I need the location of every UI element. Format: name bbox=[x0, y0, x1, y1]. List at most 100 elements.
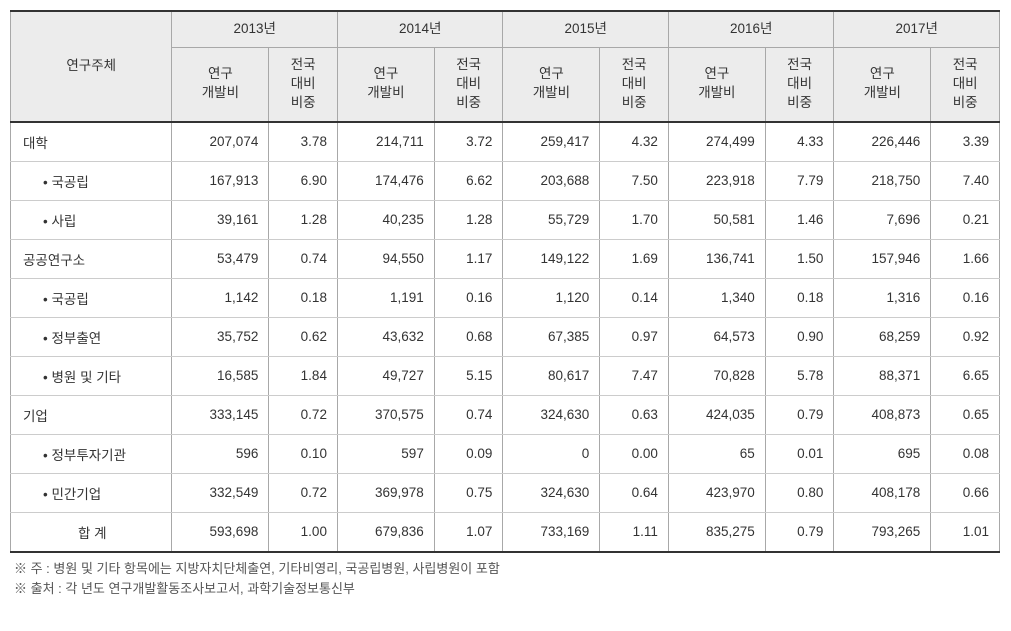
table-row: 합 계593,6981.00679,8361.07733,1691.11835,… bbox=[11, 512, 1000, 552]
cell-rd-value: 174,476 bbox=[337, 161, 434, 200]
table-row: • 국공립167,9136.90174,4766.62203,6887.5022… bbox=[11, 161, 1000, 200]
header-year-2014: 2014년 bbox=[337, 11, 502, 47]
cell-ratio-value: 0.00 bbox=[600, 434, 669, 473]
cell-rd-value: 408,178 bbox=[834, 473, 931, 512]
cell-ratio-value: 0.74 bbox=[434, 395, 503, 434]
cell-rd-value: 67,385 bbox=[503, 317, 600, 356]
footnotes-block: ※ 주 : 병원 및 기타 항목에는 지방자치단체출연, 기타비영리, 국공립병… bbox=[10, 559, 1000, 601]
cell-rd-value: 65 bbox=[668, 434, 765, 473]
cell-ratio-value: 1.70 bbox=[600, 200, 669, 239]
cell-rd-value: 35,752 bbox=[172, 317, 269, 356]
cell-rd-value: 68,259 bbox=[834, 317, 931, 356]
header-sub-ratio: 전국대비비중 bbox=[269, 47, 338, 121]
header-sub-ratio: 전국대비비중 bbox=[600, 47, 669, 121]
cell-rd-value: 43,632 bbox=[337, 317, 434, 356]
table-row: • 정부투자기관5960.105970.0900.00650.016950.08 bbox=[11, 434, 1000, 473]
rd-expenditure-table-container: 연구주체 2013년 2014년 2015년 2016년 2017년 연구개발비… bbox=[10, 10, 1000, 600]
header-sub-rd: 연구개발비 bbox=[337, 47, 434, 121]
row-label: • 병원 및 기타 bbox=[11, 356, 172, 395]
row-label: • 정부투자기관 bbox=[11, 434, 172, 473]
cell-rd-value: 793,265 bbox=[834, 512, 931, 552]
cell-ratio-value: 3.72 bbox=[434, 122, 503, 162]
cell-rd-value: 733,169 bbox=[503, 512, 600, 552]
cell-ratio-value: 6.90 bbox=[269, 161, 338, 200]
cell-ratio-value: 3.78 bbox=[269, 122, 338, 162]
row-label: 합 계 bbox=[11, 512, 172, 552]
header-sub-ratio: 전국대비비중 bbox=[434, 47, 503, 121]
cell-rd-value: 223,918 bbox=[668, 161, 765, 200]
cell-ratio-value: 0.65 bbox=[931, 395, 1000, 434]
table-row: • 국공립1,1420.181,1910.161,1200.141,3400.1… bbox=[11, 278, 1000, 317]
cell-rd-value: 1,316 bbox=[834, 278, 931, 317]
table-row: 대학207,0743.78214,7113.72259,4174.32274,4… bbox=[11, 122, 1000, 162]
cell-rd-value: 7,696 bbox=[834, 200, 931, 239]
header-sub-rd: 연구개발비 bbox=[172, 47, 269, 121]
cell-ratio-value: 1.01 bbox=[931, 512, 1000, 552]
row-label: 대학 bbox=[11, 122, 172, 162]
cell-ratio-value: 0.72 bbox=[269, 395, 338, 434]
cell-ratio-value: 6.62 bbox=[434, 161, 503, 200]
cell-ratio-value: 7.40 bbox=[931, 161, 1000, 200]
cell-rd-value: 55,729 bbox=[503, 200, 600, 239]
cell-ratio-value: 4.32 bbox=[600, 122, 669, 162]
cell-ratio-value: 0.08 bbox=[931, 434, 1000, 473]
cell-rd-value: 593,698 bbox=[172, 512, 269, 552]
cell-ratio-value: 0.80 bbox=[765, 473, 834, 512]
header-row-label: 연구주체 bbox=[11, 11, 172, 122]
table-row: 기업333,1450.72370,5750.74324,6300.63424,0… bbox=[11, 395, 1000, 434]
row-label: • 민간기업 bbox=[11, 473, 172, 512]
cell-rd-value: 157,946 bbox=[834, 239, 931, 278]
cell-rd-value: 1,191 bbox=[337, 278, 434, 317]
cell-ratio-value: 7.47 bbox=[600, 356, 669, 395]
footnote-line: ※ 출처 : 각 년도 연구개발활동조사보고서, 과학기술정보통신부 bbox=[14, 579, 1000, 600]
table-row: • 민간기업332,5490.72369,9780.75324,6300.644… bbox=[11, 473, 1000, 512]
cell-ratio-value: 1.11 bbox=[600, 512, 669, 552]
cell-ratio-value: 0.64 bbox=[600, 473, 669, 512]
cell-rd-value: 80,617 bbox=[503, 356, 600, 395]
cell-rd-value: 64,573 bbox=[668, 317, 765, 356]
cell-rd-value: 207,074 bbox=[172, 122, 269, 162]
table-row: • 사립39,1611.2840,2351.2855,7291.7050,581… bbox=[11, 200, 1000, 239]
cell-ratio-value: 1.84 bbox=[269, 356, 338, 395]
table-row: • 정부출연35,7520.6243,6320.6867,3850.9764,5… bbox=[11, 317, 1000, 356]
cell-rd-value: 424,035 bbox=[668, 395, 765, 434]
cell-rd-value: 136,741 bbox=[668, 239, 765, 278]
cell-rd-value: 597 bbox=[337, 434, 434, 473]
cell-rd-value: 53,479 bbox=[172, 239, 269, 278]
cell-ratio-value: 0.18 bbox=[269, 278, 338, 317]
cell-ratio-value: 0.97 bbox=[600, 317, 669, 356]
rd-expenditure-table: 연구주체 2013년 2014년 2015년 2016년 2017년 연구개발비… bbox=[10, 10, 1000, 553]
cell-rd-value: 70,828 bbox=[668, 356, 765, 395]
cell-rd-value: 1,142 bbox=[172, 278, 269, 317]
cell-rd-value: 218,750 bbox=[834, 161, 931, 200]
cell-ratio-value: 0.16 bbox=[434, 278, 503, 317]
row-label: • 국공립 bbox=[11, 161, 172, 200]
cell-ratio-value: 0.90 bbox=[765, 317, 834, 356]
table-header: 연구주체 2013년 2014년 2015년 2016년 2017년 연구개발비… bbox=[11, 11, 1000, 122]
header-sub-ratio: 전국대비비중 bbox=[931, 47, 1000, 121]
cell-ratio-value: 1.00 bbox=[269, 512, 338, 552]
cell-rd-value: 333,145 bbox=[172, 395, 269, 434]
table-row: • 병원 및 기타16,5851.8449,7275.1580,6177.477… bbox=[11, 356, 1000, 395]
cell-rd-value: 408,873 bbox=[834, 395, 931, 434]
cell-rd-value: 1,120 bbox=[503, 278, 600, 317]
cell-rd-value: 324,630 bbox=[503, 473, 600, 512]
cell-ratio-value: 0.21 bbox=[931, 200, 1000, 239]
cell-ratio-value: 0.62 bbox=[269, 317, 338, 356]
cell-ratio-value: 3.39 bbox=[931, 122, 1000, 162]
cell-ratio-value: 1.17 bbox=[434, 239, 503, 278]
cell-ratio-value: 0.63 bbox=[600, 395, 669, 434]
cell-rd-value: 40,235 bbox=[337, 200, 434, 239]
cell-ratio-value: 4.33 bbox=[765, 122, 834, 162]
table-body: 대학207,0743.78214,7113.72259,4174.32274,4… bbox=[11, 122, 1000, 552]
header-sub-rd: 연구개발비 bbox=[668, 47, 765, 121]
header-year-2013: 2013년 bbox=[172, 11, 337, 47]
cell-ratio-value: 1.07 bbox=[434, 512, 503, 552]
cell-rd-value: 88,371 bbox=[834, 356, 931, 395]
cell-ratio-value: 1.50 bbox=[765, 239, 834, 278]
row-label: 기업 bbox=[11, 395, 172, 434]
cell-ratio-value: 0.79 bbox=[765, 395, 834, 434]
row-label: • 정부출연 bbox=[11, 317, 172, 356]
cell-ratio-value: 0.74 bbox=[269, 239, 338, 278]
header-sub-rd: 연구개발비 bbox=[834, 47, 931, 121]
